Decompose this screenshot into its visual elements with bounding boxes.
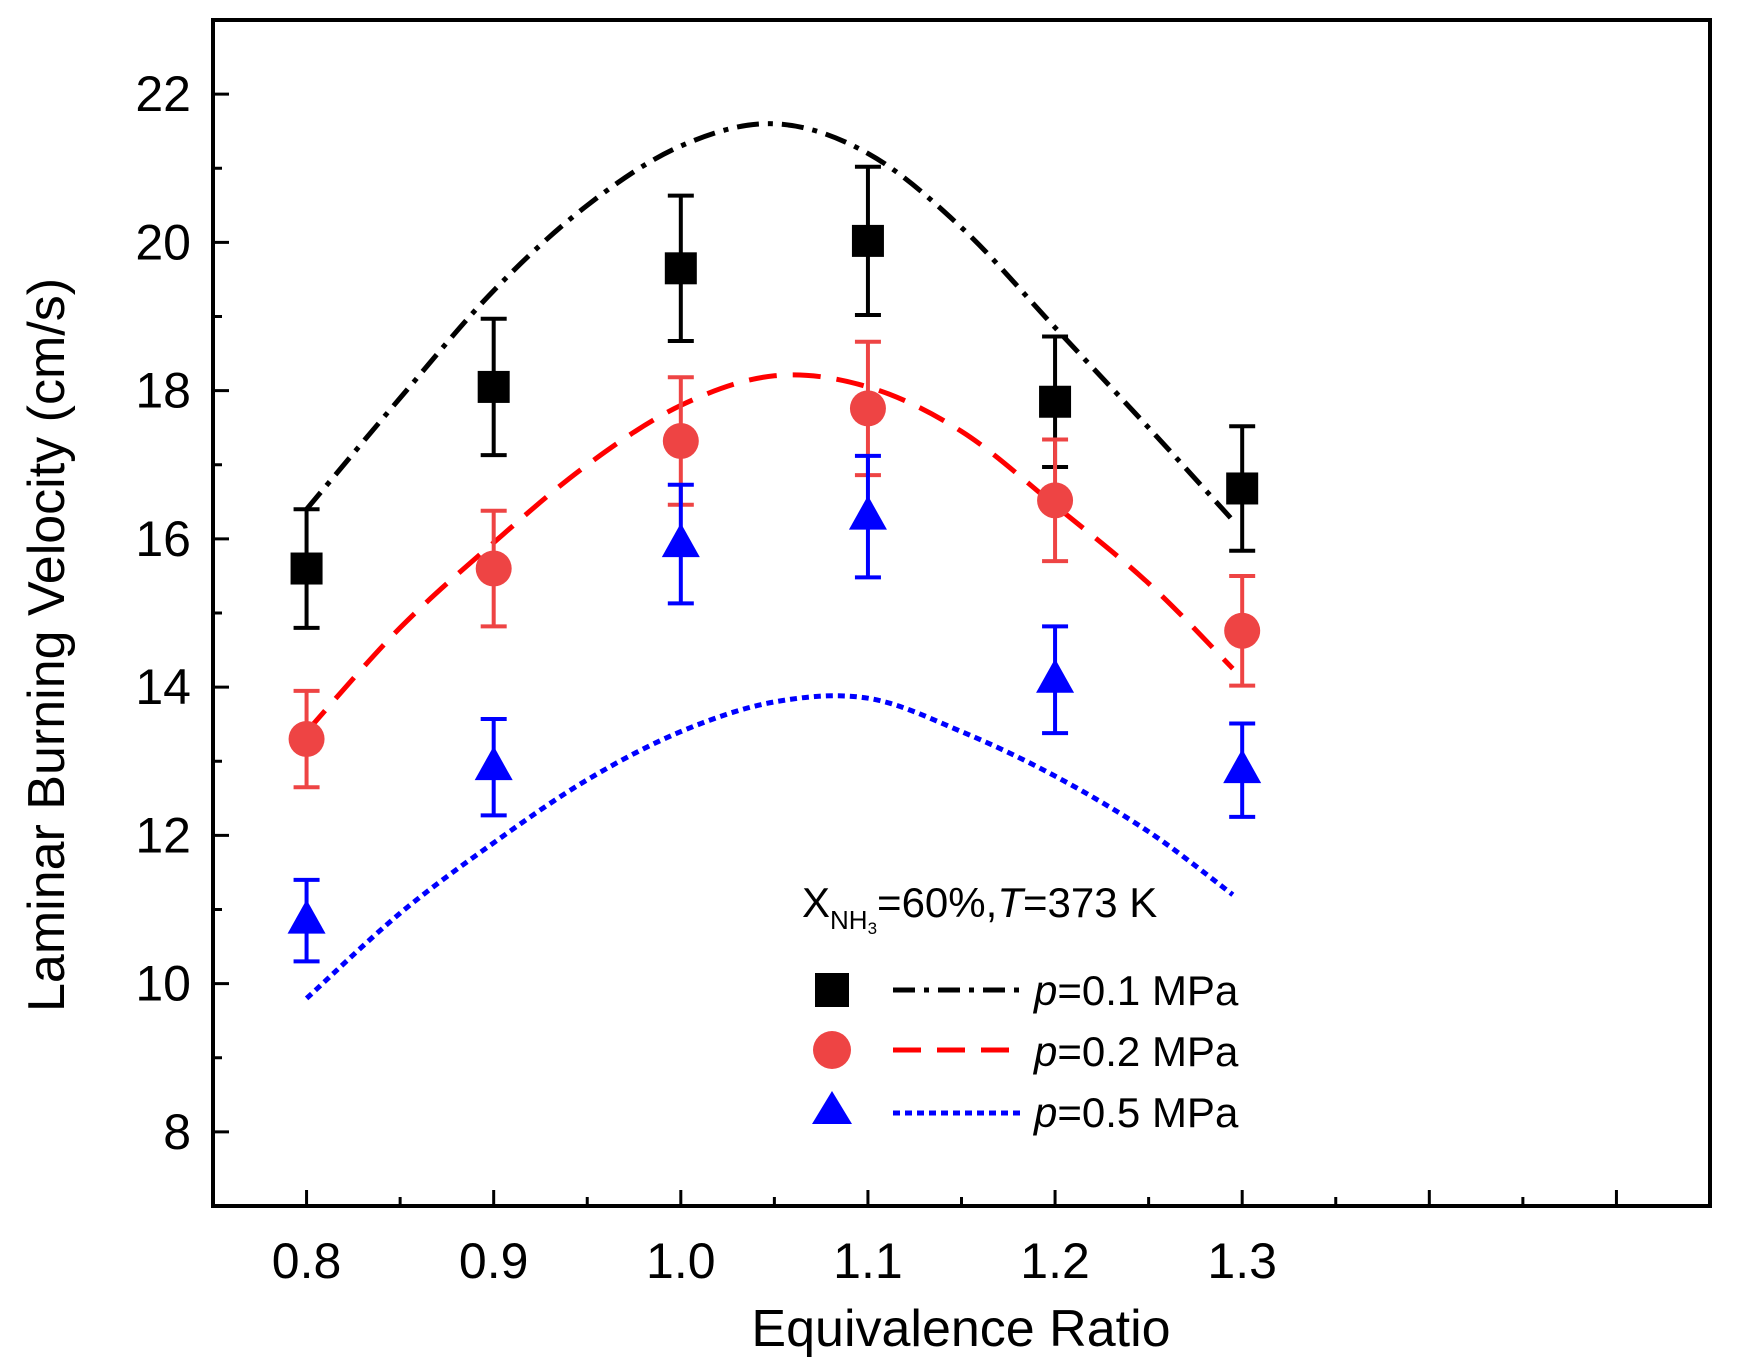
data-point-series-1 — [1224, 612, 1261, 649]
plot-frame — [211, 18, 1712, 1208]
ticks — [213, 92, 1618, 1208]
y-tick-label: 22 — [135, 66, 191, 122]
annotation-mid: =60%, — [877, 879, 997, 926]
x-axis-title: Equivalence Ratio — [751, 1300, 1170, 1358]
legend-entry-2: p=0.5 MPa — [812, 1089, 1239, 1136]
legend-marker-circle — [813, 1031, 851, 1069]
y-tick-label: 14 — [135, 659, 191, 715]
data-point-series-0 — [851, 224, 884, 257]
data-point-series-2 — [474, 746, 513, 781]
legend-label-1: p=0.2 MPa — [1032, 1028, 1239, 1075]
data-point-series-0 — [290, 552, 323, 585]
legend: p=0.1 MPa p=0.2 MPa p=0.5 MPa — [812, 967, 1239, 1136]
data-point-series-1 — [849, 390, 886, 427]
annotation-t: T — [997, 879, 1026, 926]
data-point-series-0 — [1039, 385, 1072, 418]
y-tick-label: 20 — [135, 214, 191, 270]
y-axis-title: Laminar Burning Velocity (cm/s) — [18, 278, 76, 1012]
model-line-series-0 — [304, 121, 1235, 522]
data-point-series-1 — [1037, 482, 1074, 519]
x-tick-labels: 0.8 0.9 1.0 1.1 1.2 1.3 — [272, 1233, 1277, 1289]
error-bars — [293, 164, 1256, 964]
y-tick-label: 10 — [135, 956, 191, 1012]
data-point-series-2 — [661, 523, 700, 558]
x-tick-label: 1.3 — [1207, 1233, 1277, 1289]
model-line-series-1 — [304, 372, 1235, 734]
x-tick-label: 1.2 — [1020, 1233, 1090, 1289]
data-point-series-1 — [662, 423, 699, 460]
annotation-subsubscript: 3 — [868, 919, 877, 938]
data-point-series-2 — [1223, 749, 1262, 784]
annotation-subscript: NH — [830, 905, 868, 935]
annotation-text: XNH3=60%,T=373 K — [802, 879, 1157, 938]
legend-marker-square — [815, 973, 849, 1007]
y-tick-label: 8 — [163, 1104, 191, 1160]
y-tick-label: 18 — [135, 363, 191, 419]
legend-entry-0: p=0.1 MPa — [815, 967, 1239, 1014]
legend-entry-1: p=0.2 MPa — [813, 1028, 1239, 1075]
data-point-series-2 — [1036, 658, 1075, 693]
x-tick-label: 0.8 — [272, 1233, 342, 1289]
data-point-series-0 — [477, 370, 510, 403]
data-point-series-2 — [287, 899, 326, 934]
data-point-series-1 — [288, 721, 325, 758]
data-point-series-0 — [1226, 472, 1259, 505]
annotation-suffix: =373 K — [1023, 879, 1157, 926]
x-tick-label: 0.9 — [459, 1233, 529, 1289]
model-lines — [304, 121, 1235, 1001]
markers — [287, 224, 1262, 934]
annotation-x: X — [802, 879, 830, 926]
model-line-series-2 — [304, 693, 1235, 1001]
data-point-series-0 — [664, 252, 697, 285]
legend-marker-triangle — [812, 1091, 852, 1124]
x-tick-label: 1.1 — [833, 1233, 903, 1289]
legend-label-2: p=0.5 MPa — [1032, 1089, 1239, 1136]
y-tick-labels: 8 10 12 14 16 18 20 22 — [135, 66, 191, 1160]
legend-label-0: p=0.1 MPa — [1032, 967, 1239, 1014]
annotation: XNH3=60%,T=373 K — [802, 879, 1157, 938]
x-tick-label: 1.0 — [646, 1233, 716, 1289]
y-tick-label: 16 — [135, 511, 191, 567]
data-point-series-1 — [475, 550, 512, 587]
y-tick-label: 12 — [135, 807, 191, 863]
data-point-series-2 — [848, 495, 887, 530]
